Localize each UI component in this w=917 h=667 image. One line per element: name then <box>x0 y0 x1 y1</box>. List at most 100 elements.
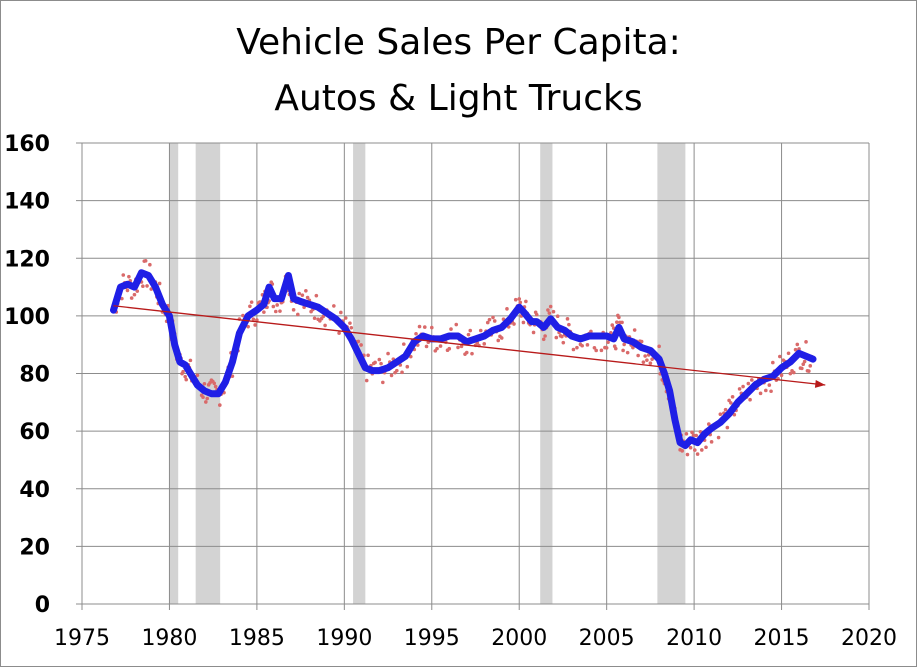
x-tick-label: 1985 <box>229 626 285 651</box>
monthly-data-point <box>571 347 576 352</box>
monthly-data-point <box>204 400 208 404</box>
monthly-data-point <box>700 448 704 452</box>
x-tick-label: 1995 <box>404 626 460 651</box>
monthly-data-point <box>741 384 745 389</box>
monthly-data-point <box>356 339 361 344</box>
monthly-data-point <box>561 340 566 345</box>
monthly-data-point <box>758 391 763 396</box>
monthly-data-point <box>791 370 796 375</box>
monthly-data-point <box>271 304 276 309</box>
monthly-data-point <box>499 336 504 340</box>
trend-line <box>113 305 826 386</box>
monthly-data-point <box>567 322 571 327</box>
monthly-data-point <box>594 348 598 353</box>
monthly-data-point <box>610 323 615 327</box>
monthly-data-point <box>230 374 235 378</box>
y-tick-label: 140 <box>4 190 50 215</box>
monthly-data-point <box>120 296 124 301</box>
monthly-data-point <box>650 357 654 361</box>
monthly-data-point <box>680 449 685 453</box>
monthly-data-point <box>348 321 352 325</box>
monthly-data-point <box>802 359 807 364</box>
monthly-data-point <box>767 383 772 387</box>
monthly-data-point <box>560 334 564 339</box>
monthly-data-point <box>337 331 341 335</box>
monthly-data-point <box>470 351 474 356</box>
monthly-data-point <box>212 381 217 386</box>
monthly-data-point <box>517 297 522 301</box>
x-tick-label: 1990 <box>316 626 372 651</box>
monthly-data-point <box>127 274 131 279</box>
monthly-data-point <box>688 445 693 450</box>
monthly-data-point <box>157 281 162 286</box>
monthly-data-point <box>684 432 689 436</box>
monthly-data-point <box>685 452 690 457</box>
monthly-data-point <box>401 342 406 346</box>
monthly-data-point <box>606 340 610 345</box>
monthly-data-point <box>617 315 621 320</box>
monthly-data-point <box>381 380 385 385</box>
monthly-data-point <box>181 369 185 374</box>
monthly-data-point <box>478 328 483 333</box>
y-tick-label: 60 <box>19 420 50 445</box>
x-tick-label: 2015 <box>754 626 810 651</box>
monthly-data-point <box>464 350 469 355</box>
monthly-data-point <box>707 422 711 426</box>
monthly-data-point <box>621 348 625 353</box>
monthly-data-point <box>278 309 282 313</box>
monthly-data-point <box>249 300 254 304</box>
smoothed-sales-line <box>110 269 817 449</box>
monthly-data-point <box>405 364 410 369</box>
monthly-data-point <box>575 345 579 350</box>
monthly-data-point <box>205 396 210 401</box>
monthly-data-point <box>764 388 768 393</box>
monthly-data-point <box>547 311 552 315</box>
monthly-data-point <box>129 296 134 300</box>
monthly-data-point <box>793 347 798 352</box>
gridlines <box>76 142 870 610</box>
x-tick-label: 2000 <box>491 626 547 651</box>
monthly-data-point <box>141 284 145 288</box>
monthly-data-point <box>246 324 250 329</box>
monthly-data-point <box>485 320 490 325</box>
monthly-data-point <box>414 331 418 336</box>
monthly-data-point <box>121 273 126 277</box>
monthly-data-point <box>592 345 597 350</box>
monthly-data-point <box>548 304 553 309</box>
monthly-data-point <box>248 304 252 309</box>
chart-title-line-1: Vehicle Sales Per Capita: <box>236 22 681 63</box>
y-tick-label: 100 <box>4 305 50 330</box>
monthly-data-point <box>555 314 560 319</box>
monthly-data-point <box>183 374 187 379</box>
monthly-data-point <box>620 320 624 325</box>
monthly-data-point <box>143 259 148 263</box>
monthly-data-point <box>534 312 539 317</box>
monthly-data-point <box>704 445 708 450</box>
monthly-data-point <box>505 307 509 311</box>
monthly-data-point <box>218 403 222 407</box>
monthly-data-point <box>718 412 723 417</box>
monthly-data-point <box>565 317 570 321</box>
monthly-data-point <box>786 351 791 356</box>
monthly-data-point <box>349 326 354 330</box>
monthly-data-point <box>253 323 257 327</box>
monthly-data-point <box>730 395 735 399</box>
monthly-data-point <box>273 309 278 314</box>
monthly-data-point <box>518 300 523 305</box>
monthly-data-point <box>643 354 647 358</box>
monthly-data-point <box>807 369 811 373</box>
monthly-data-point <box>797 347 801 351</box>
y-tick-label: 80 <box>19 363 50 388</box>
monthly-data-point <box>386 351 390 356</box>
monthly-data-point <box>487 317 492 322</box>
monthly-data-point <box>636 353 640 358</box>
x-tick-label: 2005 <box>579 626 635 651</box>
monthly-data-point <box>632 328 637 332</box>
monthly-data-point <box>339 310 343 315</box>
monthly-data-point <box>645 358 649 362</box>
monthly-data-point <box>604 346 609 350</box>
monthly-data-point <box>723 407 728 412</box>
monthly-data-point <box>447 346 452 351</box>
y-tick-label: 20 <box>19 535 50 560</box>
